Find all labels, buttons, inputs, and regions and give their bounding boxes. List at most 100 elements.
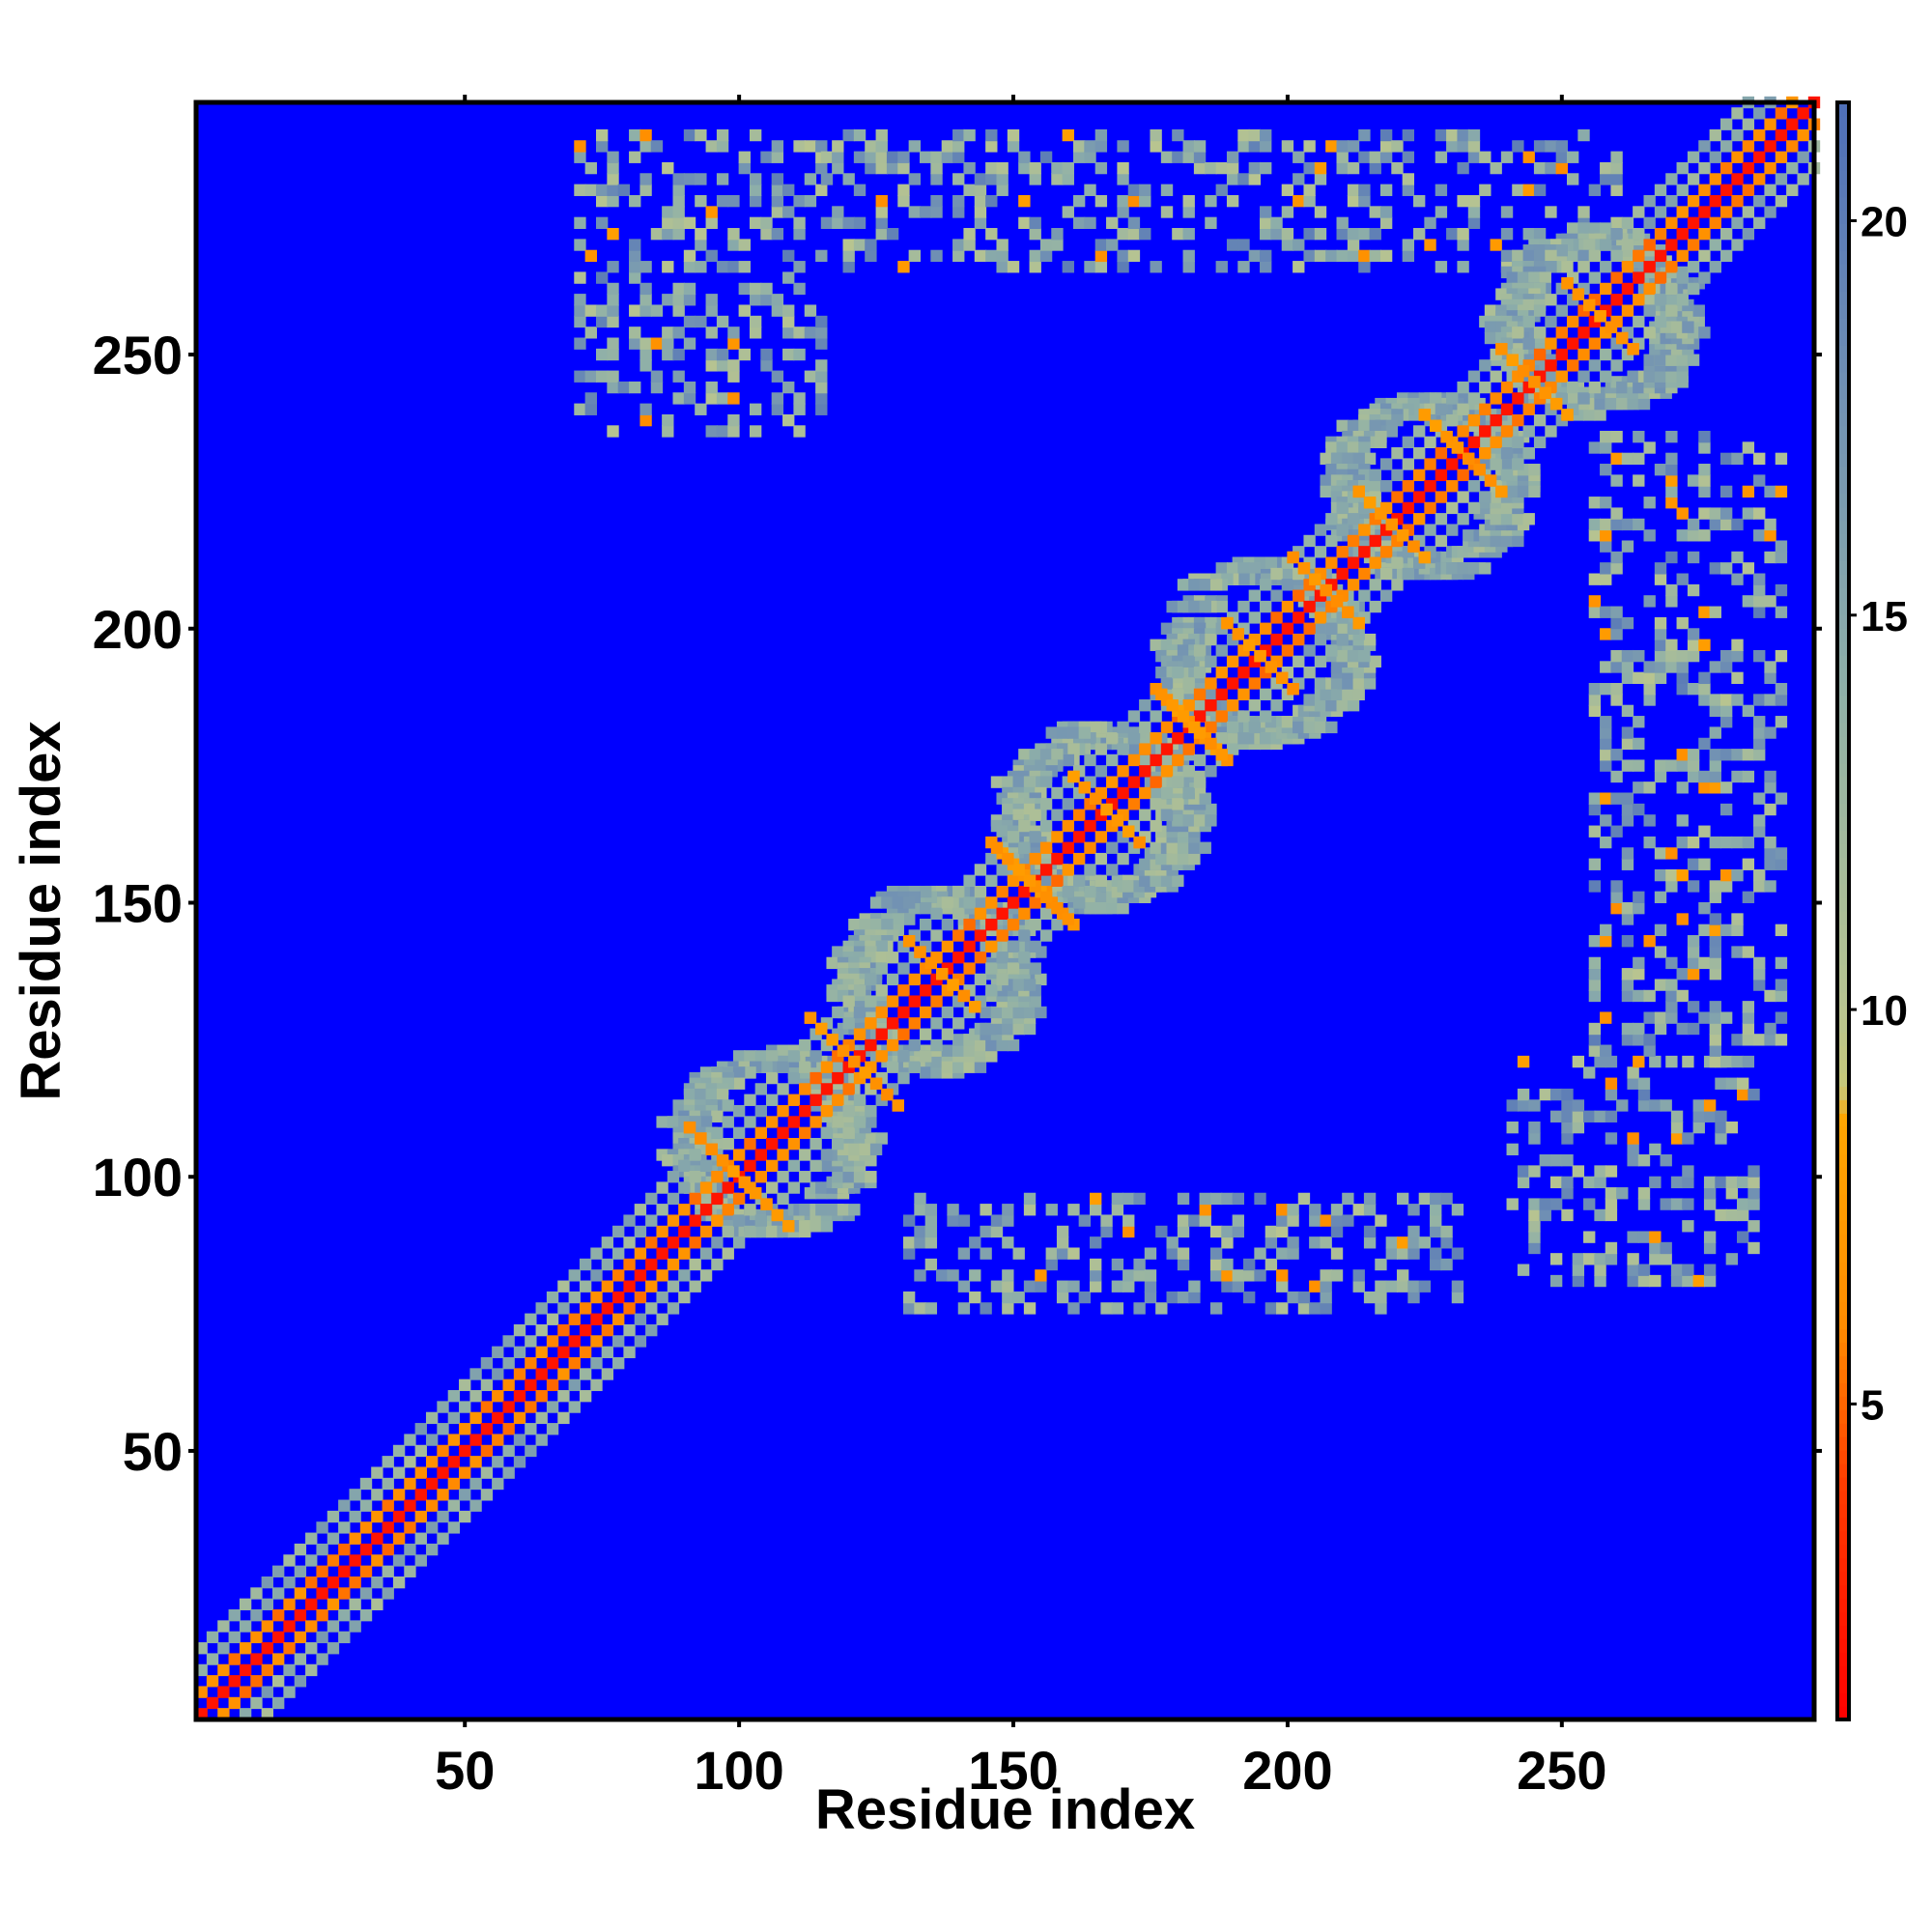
heatmap-cell <box>1369 206 1381 218</box>
heatmap-cell <box>1078 1214 1092 1227</box>
heatmap-cell <box>502 1423 515 1435</box>
heatmap-cell <box>1363 677 1377 690</box>
heatmap-cell <box>1633 249 1645 263</box>
heatmap-cell <box>392 1554 406 1567</box>
heatmap-cell <box>1616 1187 1629 1200</box>
heatmap-cell <box>1512 534 1524 548</box>
heatmap-cell <box>1665 354 1678 366</box>
heatmap-cell <box>1775 858 1788 870</box>
heatmap-cell <box>930 1055 943 1068</box>
heatmap-cell <box>875 984 888 997</box>
heatmap-cell <box>1094 852 1108 866</box>
heatmap-cell <box>639 294 652 306</box>
heatmap-cell <box>1703 1099 1717 1112</box>
heatmap-cell <box>711 1110 724 1122</box>
heatmap-cell <box>826 989 838 1003</box>
heatmap-cell <box>1215 562 1228 575</box>
heatmap-cell <box>760 282 773 296</box>
heatmap-cell <box>727 1165 740 1178</box>
heatmap-cell <box>1610 474 1623 487</box>
heatmap-cell <box>1517 1055 1530 1068</box>
heatmap-cell <box>656 1313 668 1325</box>
heatmap-cell <box>1561 1088 1574 1101</box>
heatmap-cell <box>930 249 943 263</box>
heatmap-cell <box>1023 979 1037 991</box>
heatmap-cell <box>815 370 828 383</box>
heatmap-cell <box>1654 649 1667 663</box>
heatmap-cell <box>985 896 998 909</box>
heatmap-cell <box>327 1576 340 1589</box>
heatmap-cell <box>1090 1204 1102 1216</box>
heatmap-cell <box>1522 403 1535 415</box>
heatmap-cell <box>820 173 834 185</box>
heatmap-cell <box>1209 1225 1223 1238</box>
colorbar-segment <box>1837 169 1849 185</box>
heatmap-cell <box>914 1302 926 1315</box>
heatmap-cell <box>678 1291 691 1304</box>
heatmap-cell <box>1561 1208 1574 1222</box>
heatmap-cell <box>1150 639 1162 651</box>
colorbar-segment <box>1837 1328 1849 1343</box>
heatmap-cell <box>1687 628 1700 640</box>
heatmap-cell <box>738 1176 751 1189</box>
heatmap-cell <box>919 206 932 218</box>
colorbar-segment <box>1837 816 1849 831</box>
heatmap-cell <box>1270 216 1283 230</box>
heatmap-cell <box>1029 173 1041 185</box>
heatmap-cell <box>601 1258 614 1271</box>
heatmap-cell <box>612 1313 625 1325</box>
colorbar-segment <box>1837 708 1849 724</box>
heatmap-cell <box>1467 562 1481 575</box>
heatmap-cell <box>1512 249 1524 263</box>
heatmap-cell <box>810 1071 822 1085</box>
heatmap-cell <box>1588 683 1602 696</box>
heatmap-cell <box>1753 606 1766 618</box>
heatmap-cell <box>1692 1110 1705 1122</box>
heatmap-cell <box>629 271 641 284</box>
heatmap-cell <box>1566 249 1579 263</box>
heatmap-cell <box>1665 583 1678 597</box>
heatmap-cell <box>1670 1198 1684 1210</box>
heatmap-cell <box>667 1280 680 1293</box>
heatmap-cell <box>1270 699 1283 712</box>
heatmap-cell <box>557 1346 570 1358</box>
heatmap-cell <box>568 1291 581 1304</box>
heatmap-cell <box>1517 1099 1530 1112</box>
heatmap-cell <box>1600 1044 1612 1057</box>
heatmap-cell <box>705 381 718 394</box>
heatmap-cell <box>283 1620 296 1633</box>
heatmap-cell <box>963 1044 976 1057</box>
heatmap-cell <box>404 1434 416 1446</box>
heatmap-cell <box>969 1269 981 1282</box>
heatmap-cell <box>1358 184 1371 196</box>
heatmap-cell <box>1522 337 1535 350</box>
heatmap-cell <box>607 228 619 241</box>
heatmap-cell <box>1314 655 1327 668</box>
heatmap-cell <box>590 1335 603 1348</box>
heatmap-cell <box>947 1214 959 1227</box>
heatmap-cell <box>1594 1208 1606 1222</box>
heatmap-cell <box>1330 595 1344 608</box>
heatmap-cell <box>1347 140 1360 153</box>
heatmap-cell <box>1094 128 1108 142</box>
colorbar-segment <box>1837 1679 1849 1693</box>
heatmap-cell <box>1621 704 1634 718</box>
heatmap-cell <box>1385 1247 1398 1260</box>
heatmap-cell <box>1062 841 1074 854</box>
heatmap-cell <box>1698 901 1711 915</box>
heatmap-cell <box>1352 616 1365 630</box>
heatmap-cell <box>1764 989 1776 1003</box>
heatmap-cell <box>902 896 916 909</box>
heatmap-cell <box>1094 140 1108 153</box>
heatmap-cell <box>217 1686 230 1698</box>
heatmap-cell <box>513 1434 526 1446</box>
heatmap-cell <box>1457 194 1469 208</box>
heatmap-cell <box>1281 600 1294 613</box>
heatmap-cell <box>1605 1110 1618 1122</box>
heatmap-cell <box>1682 1165 1694 1178</box>
heatmap-cell <box>1391 161 1404 175</box>
heatmap-cell <box>1621 661 1634 673</box>
heatmap-cell <box>1588 184 1602 196</box>
heatmap-cell <box>1764 781 1776 794</box>
colorbar-segment <box>1837 358 1849 373</box>
